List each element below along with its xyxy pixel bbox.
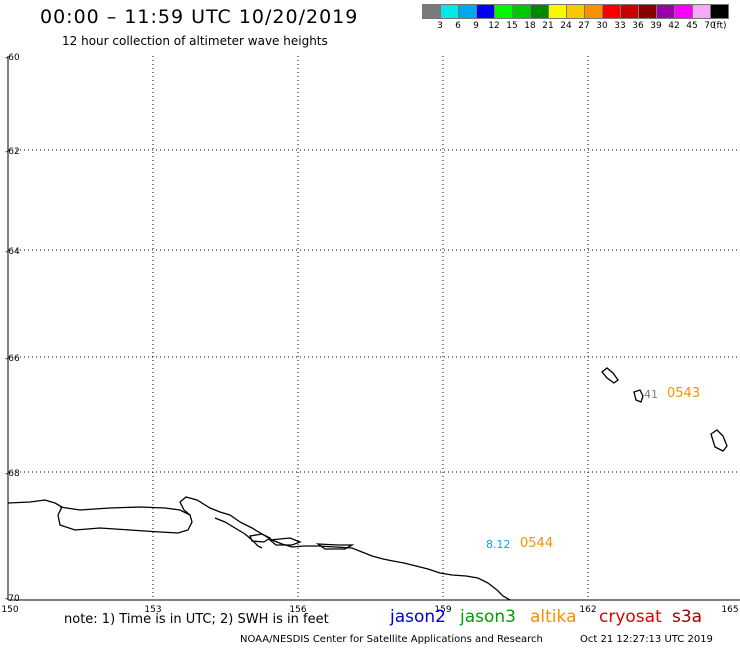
satellite-label-altika: altika xyxy=(530,607,577,627)
lat-tick-label: -68 xyxy=(5,469,20,479)
color-scale-swatch xyxy=(710,4,729,19)
lon-tick-label: 156 xyxy=(289,605,306,615)
observation-time: 0544 xyxy=(520,536,554,551)
satellite-label-jason3: jason3 xyxy=(460,607,516,627)
satellite-label-cryosat: cryosat xyxy=(599,607,662,627)
chart-subtitle: 12 hour collection of altimeter wave hei… xyxy=(62,34,328,48)
color-scale-unit: (ft) xyxy=(713,21,727,31)
color-scale-labels: 3 6 9 12 15 18 21 24 27 30 33 36 39 42 45 70 xyxy=(422,21,740,33)
color-scale-label: 9 xyxy=(473,21,479,31)
color-scale-label: 33 xyxy=(614,21,626,31)
observation-time: 0543 xyxy=(667,386,701,401)
color-scale-label: 27 xyxy=(578,21,590,31)
lat-tick-label: -66 xyxy=(5,354,20,364)
color-scale-label: 24 xyxy=(560,21,572,31)
observation-value: 41 xyxy=(644,388,658,401)
coastline-inlet xyxy=(214,517,263,549)
lat-tick-label: -62 xyxy=(5,147,20,157)
color-scale-legend xyxy=(422,4,729,19)
color-scale-label: 70 xyxy=(704,21,716,31)
ice-shelf-island xyxy=(315,543,355,550)
antarctic-coastline xyxy=(7,496,511,601)
balleny-island-north xyxy=(601,367,619,384)
satellite-label-jason2: jason2 xyxy=(390,607,446,627)
lat-tick-label: -70 xyxy=(5,594,20,604)
generation-date: Oct 21 12:27:13 UTC 2019 xyxy=(580,634,713,645)
color-scale-label: 30 xyxy=(596,21,608,31)
lon-tick-label: 165 xyxy=(721,605,738,615)
color-scale-label: 12 xyxy=(488,21,500,31)
color-scale-label: 42 xyxy=(668,21,680,31)
lat-tick-label: -60 xyxy=(5,53,20,63)
satellite-label-s3a: s3a xyxy=(672,607,703,627)
color-scale-label: 21 xyxy=(542,21,554,31)
lon-tick-label: 159 xyxy=(434,605,451,615)
lat-tick-label: -64 xyxy=(5,247,20,257)
ice-shelf-island xyxy=(268,537,302,546)
credit-line: NOAA/NESDIS Center for Satellite Applica… xyxy=(240,634,543,645)
color-scale-label: 18 xyxy=(524,21,536,31)
chart-title: 00:00 – 11:59 UTC 10/20/2019 xyxy=(40,6,359,28)
color-scale-label: 15 xyxy=(506,21,518,31)
balleny-island-middle xyxy=(633,389,644,403)
gridlines xyxy=(8,56,740,600)
units-note: note: 1) Time is in UTC; 2) SWH is in fe… xyxy=(64,612,329,627)
color-scale-label: 39 xyxy=(650,21,662,31)
color-scale-label: 45 xyxy=(686,21,698,31)
coastline-inlet xyxy=(59,506,191,516)
lon-tick-label: 162 xyxy=(579,605,596,615)
balleny-island-south xyxy=(710,429,728,452)
color-scale-label: 36 xyxy=(632,21,644,31)
lon-tick-label: 150 xyxy=(1,605,18,615)
color-scale-label: 3 xyxy=(437,21,443,31)
observation-value: 8.12 xyxy=(486,538,511,551)
color-scale-label: 6 xyxy=(455,21,461,31)
ice-shelf-island xyxy=(249,533,272,543)
lon-tick-label: 153 xyxy=(144,605,161,615)
